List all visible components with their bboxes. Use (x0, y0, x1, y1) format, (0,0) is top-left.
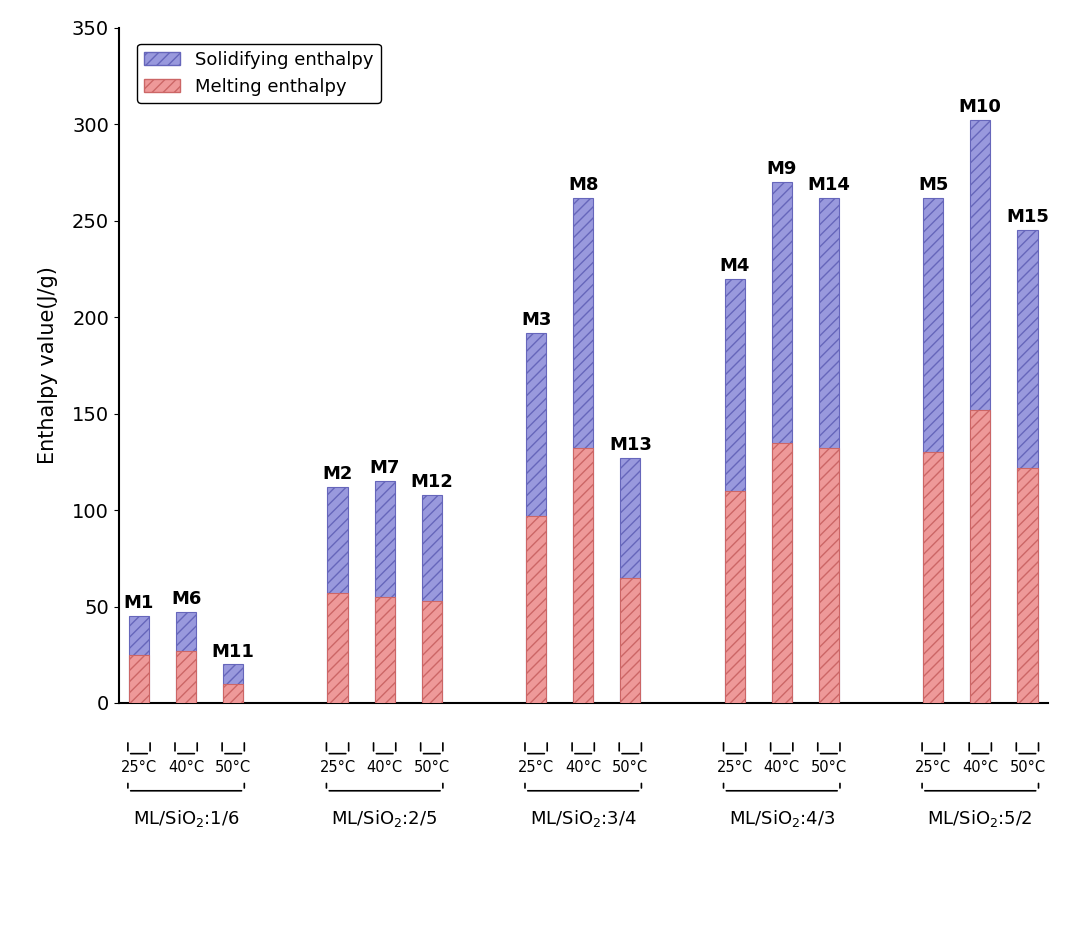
Text: M8: M8 (568, 176, 598, 193)
Text: M9: M9 (767, 160, 797, 179)
Bar (771, 182, 792, 703)
Bar (129, 655, 149, 703)
Text: 50°C: 50°C (215, 760, 252, 775)
Bar (923, 452, 943, 703)
Text: 25°C: 25°C (121, 760, 157, 775)
Text: M1: M1 (124, 595, 154, 612)
Bar (1017, 230, 1038, 703)
Text: M14: M14 (808, 176, 850, 193)
Text: ML/SiO$_2$:5/2: ML/SiO$_2$:5/2 (928, 808, 1034, 829)
Bar (725, 491, 745, 703)
Text: 50°C: 50°C (414, 760, 450, 775)
Bar (771, 442, 792, 703)
Bar (327, 487, 348, 703)
Text: 40°C: 40°C (764, 760, 800, 775)
Text: 40°C: 40°C (168, 760, 204, 775)
Text: 50°C: 50°C (811, 760, 847, 775)
Text: M11: M11 (212, 643, 255, 660)
Text: M13: M13 (609, 436, 651, 454)
Bar (327, 593, 348, 703)
Bar (573, 449, 593, 703)
Bar (819, 198, 839, 703)
Bar (970, 120, 990, 703)
Text: 25°C: 25°C (518, 760, 554, 775)
Text: 40°C: 40°C (565, 760, 602, 775)
Text: 40°C: 40°C (366, 760, 403, 775)
Text: ML/SiO$_2$:2/5: ML/SiO$_2$:2/5 (332, 808, 437, 829)
Bar (176, 612, 197, 703)
Text: 50°C: 50°C (1010, 760, 1045, 775)
Y-axis label: Enthalpy value(J/g): Enthalpy value(J/g) (38, 266, 58, 464)
Legend: Solidifying enthalpy, Melting enthalpy: Solidifying enthalpy, Melting enthalpy (137, 43, 380, 103)
Text: 25°C: 25°C (915, 760, 951, 775)
Bar (923, 198, 943, 703)
Bar (375, 481, 395, 703)
Text: 50°C: 50°C (612, 760, 648, 775)
Text: 25°C: 25°C (716, 760, 753, 775)
Text: ML/SiO$_2$:4/3: ML/SiO$_2$:4/3 (729, 808, 835, 829)
Text: M2: M2 (322, 465, 353, 483)
Bar (224, 664, 243, 703)
Text: M3: M3 (521, 311, 551, 328)
Text: 40°C: 40°C (962, 760, 998, 775)
Text: M12: M12 (410, 473, 454, 491)
Bar (526, 516, 546, 703)
Bar (620, 577, 640, 703)
Text: ML/SiO$_2$:1/6: ML/SiO$_2$:1/6 (133, 808, 240, 829)
Text: 25°C: 25°C (320, 760, 355, 775)
Bar (176, 651, 197, 703)
Text: M7: M7 (369, 460, 400, 477)
Text: M10: M10 (959, 98, 1002, 117)
Text: M15: M15 (1005, 208, 1049, 227)
Bar (375, 597, 395, 703)
Bar (129, 616, 149, 703)
Bar (421, 495, 442, 703)
Text: M6: M6 (171, 590, 201, 609)
Text: M4: M4 (719, 257, 750, 275)
Bar (224, 684, 243, 703)
Bar (970, 410, 990, 703)
Bar (573, 198, 593, 703)
Bar (526, 333, 546, 703)
Bar (1017, 468, 1038, 703)
Bar (421, 600, 442, 703)
Bar (725, 278, 745, 703)
Bar (620, 458, 640, 703)
Text: ML/SiO$_2$:3/4: ML/SiO$_2$:3/4 (529, 808, 637, 829)
Text: M5: M5 (918, 176, 948, 193)
Bar (819, 449, 839, 703)
